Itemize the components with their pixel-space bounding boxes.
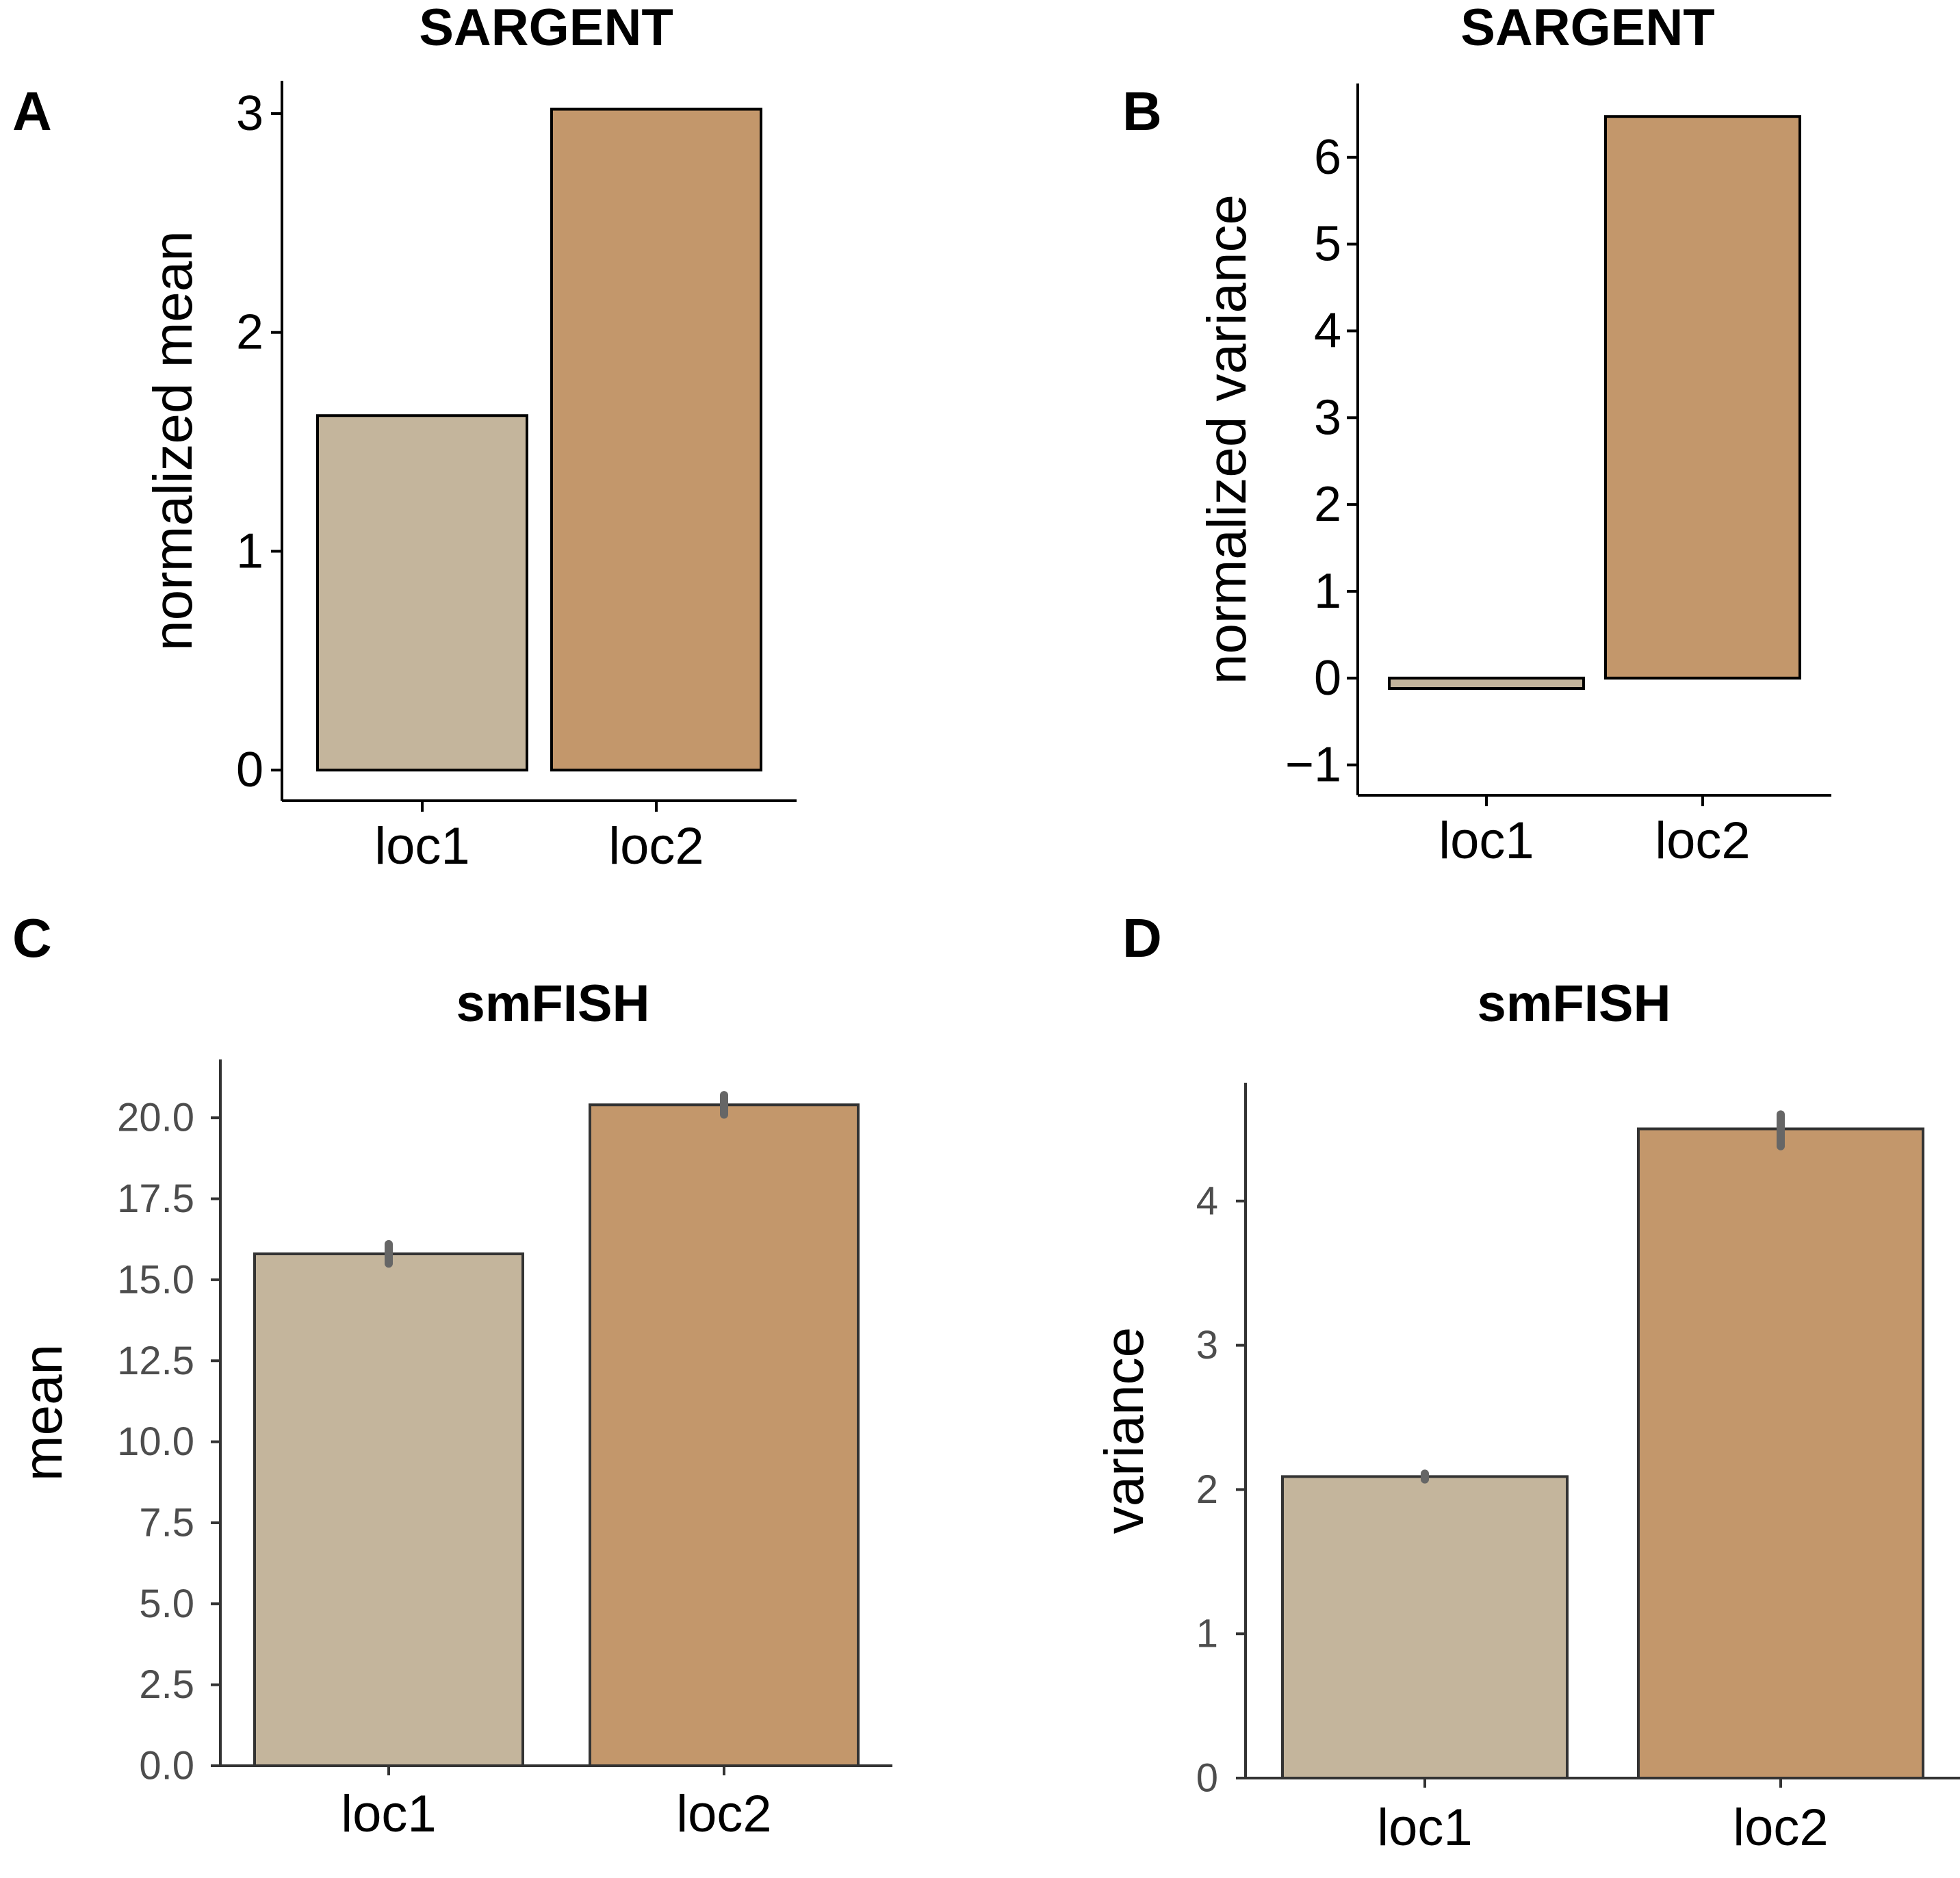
y-tick-label-b-0: −1 — [1285, 738, 1341, 793]
bar-c-loc1 — [253, 1252, 524, 1768]
y-tick-label-d-0: 0 — [1196, 1756, 1218, 1801]
x-tick-label-b-loc1: loc1 — [1439, 812, 1534, 870]
bar-a-loc2 — [550, 107, 762, 772]
y-tick-label-b-6: 5 — [1314, 217, 1341, 272]
panel-letter-a: A — [12, 81, 52, 142]
y-tick-label-d-2: 2 — [1196, 1467, 1218, 1512]
panel-letter-d: D — [1122, 908, 1162, 968]
x-tick-label-a-loc1: loc1 — [374, 817, 469, 875]
y-tick-label-c-5: 12.5 — [117, 1339, 194, 1383]
y-tick-label-a-1: 1 — [236, 524, 263, 578]
bar-b-loc2 — [1604, 115, 1801, 680]
bar-a-loc1 — [316, 414, 528, 772]
x-tick-label-c-loc1: loc1 — [341, 1785, 436, 1843]
chart-title-b: SARGENT — [1460, 0, 1715, 57]
y-tick-label-c-0: 0.0 — [139, 1744, 194, 1788]
panel-a: A SARGENT normalized mean 0 1 2 3 loc1 loc2 — [12, 0, 797, 875]
chart-title-c: smFISH — [456, 975, 650, 1033]
y-tick-label-d-3: 3 — [1196, 1323, 1218, 1367]
y-tick-label-a-0: 0 — [236, 743, 263, 797]
y-tick-label-b-5: 4 — [1314, 303, 1341, 358]
y-tick-label-c-7: 17.5 — [117, 1176, 194, 1221]
y-tick-label-b-2: 1 — [1314, 564, 1341, 619]
y-tick-label-c-3: 7.5 — [139, 1500, 194, 1545]
y-axis-label-d: variance — [1094, 1327, 1155, 1534]
y-tick-label-b-7: 6 — [1314, 130, 1341, 185]
panel-b: B SARGENT normalized variance −1 0 1 2 3 4 5 6 loc1… — [1122, 0, 1831, 870]
y-tick-label-d-4: 4 — [1196, 1179, 1218, 1223]
bar-d-loc2 — [1637, 1127, 1924, 1779]
y-tick-label-c-4: 10.0 — [117, 1419, 194, 1464]
panel-letter-b: B — [1122, 81, 1162, 142]
y-axis-label-a: normalized mean — [142, 231, 203, 651]
bar-d-loc1 — [1281, 1475, 1569, 1780]
chart-title-d: smFISH — [1478, 975, 1671, 1033]
y-tick-label-d-1: 1 — [1196, 1612, 1218, 1656]
bar-c-loc2 — [589, 1103, 860, 1768]
y-tick-label-b-1: 0 — [1314, 651, 1341, 706]
y-axis-label-b: normalized variance — [1196, 194, 1257, 684]
chart-title-a: SARGENT — [419, 0, 673, 57]
y-tick-label-c-6: 15.0 — [117, 1257, 194, 1302]
y-tick-label-a-3: 3 — [236, 86, 263, 141]
x-tick-label-a-loc2: loc2 — [608, 817, 704, 875]
y-tick-label-c-8: 20.0 — [117, 1096, 194, 1140]
y-tick-label-b-3: 2 — [1314, 477, 1341, 532]
bar-b-loc1 — [1388, 676, 1585, 691]
x-tick-label-c-loc2: loc2 — [676, 1785, 771, 1843]
y-axis-label-c: mean — [12, 1344, 73, 1481]
y-tick-label-a-2: 2 — [236, 305, 263, 360]
x-tick-label-d-loc1: loc1 — [1377, 1799, 1472, 1857]
y-tick-label-b-4: 3 — [1314, 390, 1341, 445]
y-tick-label-c-2: 5.0 — [139, 1582, 194, 1626]
panel-letter-c: C — [12, 908, 52, 968]
x-tick-label-b-loc2: loc2 — [1655, 812, 1750, 870]
x-tick-label-d-loc2: loc2 — [1733, 1799, 1828, 1857]
y-tick-label-c-1: 2.5 — [139, 1662, 194, 1707]
